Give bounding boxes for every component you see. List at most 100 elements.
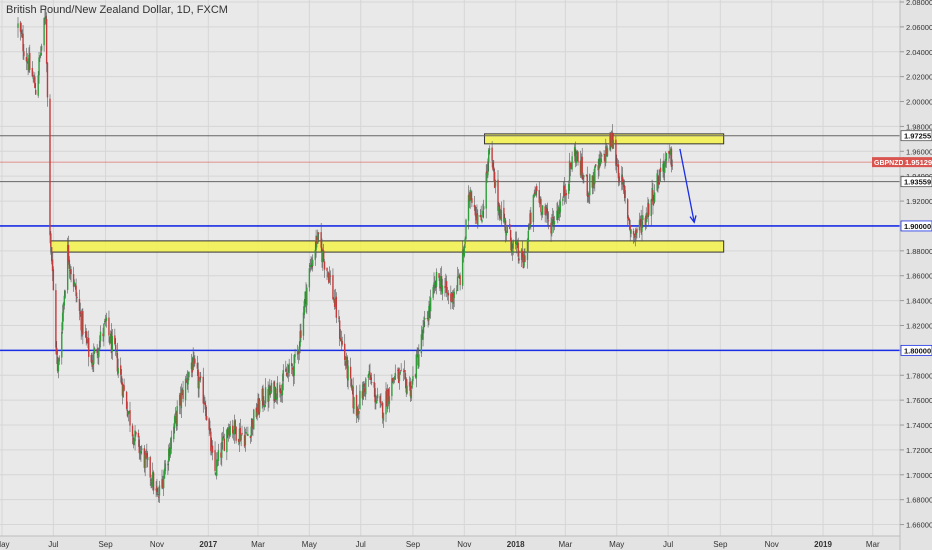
candle-body <box>104 321 106 323</box>
candle-body <box>222 435 225 439</box>
candle-body <box>621 176 624 183</box>
candle-body <box>402 371 405 372</box>
candle-body <box>446 292 449 294</box>
x-tick-label: Mar <box>558 540 572 549</box>
candle-body <box>491 147 493 161</box>
candle-body <box>205 405 207 417</box>
time-axis-background <box>0 536 900 550</box>
candle-body <box>120 365 122 375</box>
candle-body <box>505 232 508 236</box>
candle-body <box>264 404 266 408</box>
symbol-label: GBPNZD <box>874 160 904 167</box>
candle-body <box>311 263 313 268</box>
candle-body <box>380 401 382 404</box>
candle-body <box>582 174 584 180</box>
candle-body <box>471 198 473 203</box>
candle-body <box>406 385 408 394</box>
candle-body <box>229 426 231 436</box>
candle-body <box>131 425 134 437</box>
candle-body <box>258 398 260 415</box>
candle-body <box>445 281 448 293</box>
candle-body <box>76 296 78 298</box>
candle-body <box>422 326 424 340</box>
candle-body <box>439 278 441 289</box>
candle-body <box>63 295 66 306</box>
candle-body <box>352 386 354 409</box>
price-axis-background <box>900 0 932 550</box>
candle-body <box>322 250 325 260</box>
candle-body <box>258 400 261 413</box>
candle-body <box>652 190 654 205</box>
candle-body <box>270 383 273 393</box>
candle-body <box>656 173 658 191</box>
candle-body <box>50 247 53 262</box>
candle-body <box>618 176 620 183</box>
candle-body <box>88 337 90 357</box>
level-price-label: 1.93559 <box>904 178 931 187</box>
candle-body <box>361 391 364 399</box>
candle-body <box>357 408 359 415</box>
candle-body <box>550 222 552 234</box>
candle-body <box>400 370 402 372</box>
candle-body <box>634 235 636 238</box>
candle-body <box>274 386 276 400</box>
candle-body <box>506 225 508 233</box>
candle-body <box>450 293 452 302</box>
candle-body <box>249 436 252 439</box>
candle-body <box>670 148 673 167</box>
candle-body <box>321 247 323 262</box>
candle-body <box>80 314 82 331</box>
candle-body <box>653 200 655 204</box>
candle-body <box>553 221 556 225</box>
y-tick-label: 1.78000 <box>906 371 932 380</box>
candle-body <box>583 175 585 178</box>
candle-body <box>463 245 466 257</box>
candle-body <box>263 404 265 406</box>
candle-body <box>609 133 611 150</box>
candle-body <box>541 211 543 215</box>
y-tick-label: 1.86000 <box>906 272 932 281</box>
candle-body <box>56 356 59 372</box>
candle-body <box>104 318 107 322</box>
candle-body <box>297 351 300 355</box>
candle-body <box>563 185 566 197</box>
candle-body <box>121 382 124 396</box>
candle-body <box>374 388 376 403</box>
candle-body <box>545 206 547 213</box>
candle-body <box>504 218 506 223</box>
candle-body <box>594 166 596 184</box>
y-tick-label: 2.08000 <box>906 0 932 7</box>
candle-body <box>636 228 638 233</box>
level-price-tag <box>900 344 932 356</box>
candle-body <box>105 317 108 321</box>
candle-body <box>329 275 332 277</box>
candle-body <box>306 287 308 306</box>
candle-body <box>526 239 529 261</box>
y-tick-label: 1.76000 <box>906 396 932 405</box>
candle-body <box>647 202 649 217</box>
candle-body <box>145 453 147 455</box>
candle-body <box>624 190 626 199</box>
candle-body <box>381 402 384 419</box>
candle-body <box>62 303 65 313</box>
candle-body <box>355 394 358 416</box>
candle-body <box>327 271 329 273</box>
x-tick-label: Nov <box>150 540 164 549</box>
candle-body <box>487 161 489 176</box>
candle-body <box>215 473 217 475</box>
candle-body <box>640 219 642 233</box>
candle-body <box>623 185 626 192</box>
candle-body <box>173 426 175 440</box>
candle-body <box>409 381 412 397</box>
candle-body <box>404 373 407 379</box>
y-tick-label: 1.72000 <box>906 446 932 455</box>
candle-body <box>82 311 84 335</box>
x-tick-label: Nov <box>765 540 779 549</box>
candle-body <box>244 435 247 446</box>
candle-body <box>434 280 437 288</box>
candle-body <box>223 438 226 451</box>
candle-body <box>546 212 549 220</box>
candle-body <box>659 167 662 173</box>
candle-body <box>557 209 559 218</box>
candle-body <box>221 437 224 441</box>
